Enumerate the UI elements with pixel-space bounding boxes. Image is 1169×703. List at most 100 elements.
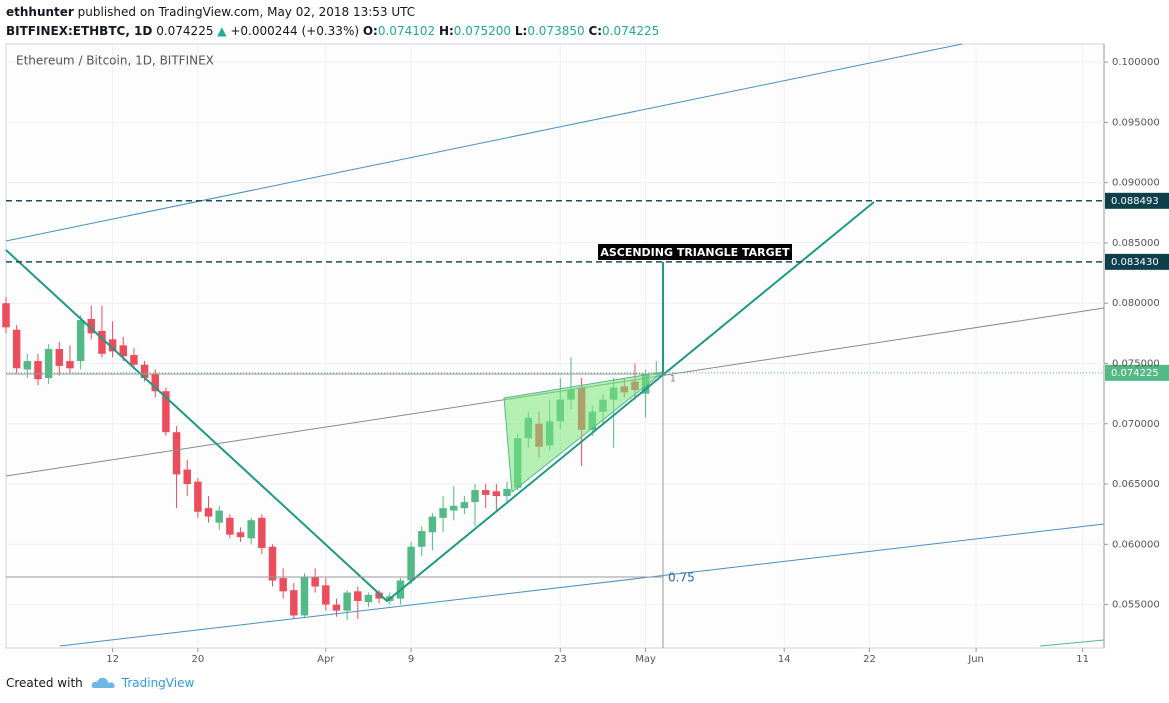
level-box — [1105, 192, 1169, 209]
level-box — [1105, 253, 1169, 270]
y-tick-label: 0.065000 — [1112, 479, 1160, 490]
candle-body — [439, 508, 447, 518]
candle-body — [481, 490, 490, 495]
ohlc-value: 0.074225 — [602, 24, 660, 38]
channel-lower — [59, 523, 1105, 647]
candle-body — [471, 490, 479, 503]
fib-label: 0.75 — [668, 571, 695, 585]
v-trendline — [5, 201, 875, 603]
ohlc-key: L: — [514, 24, 528, 38]
plot-area — [5, 43, 1105, 649]
ohlc-value: 0.074102 — [377, 24, 436, 38]
drawings — [5, 43, 1105, 648]
brand[interactable]: TradingView — [121, 676, 195, 690]
y-tick-label: 0.075000 — [1112, 358, 1160, 369]
x-tick-label: 22 — [863, 654, 876, 665]
x-tick-label: 11 — [1076, 654, 1089, 665]
ohlc-value: 0.073850 — [527, 24, 585, 38]
candle-body — [2, 303, 10, 328]
candle-body — [194, 481, 202, 512]
candle-body — [140, 364, 149, 378]
y-tick-label: 0.060000 — [1112, 539, 1160, 550]
quote-line: BITFINEX:ETHBTC, 1D 0.074225 ▲ +0.000244… — [6, 22, 659, 41]
triangle — [503, 371, 665, 493]
candle-body — [460, 502, 469, 509]
ohlc: O:0.074102 H:0.075200 L:0.073850 C:0.074… — [363, 24, 659, 38]
candle-body — [130, 355, 138, 365]
candle-body — [44, 349, 53, 378]
candle-body — [364, 594, 373, 603]
candle-body — [98, 330, 106, 354]
candle-body — [108, 339, 117, 352]
candle-body — [215, 510, 223, 523]
fib-start-label: 1 — [670, 375, 676, 385]
candle-body — [407, 546, 415, 581]
candle-body — [258, 517, 266, 548]
candle-body — [12, 329, 21, 369]
ohlc-key: H: — [438, 24, 454, 38]
last: 0.074225 — [156, 24, 214, 38]
candle-body — [183, 469, 191, 485]
candle-body — [492, 491, 501, 497]
candle-body — [449, 505, 458, 511]
candle-body — [226, 517, 234, 535]
author[interactable]: ethhunter — [6, 5, 74, 19]
last-price-box — [1105, 364, 1169, 381]
candle-body — [236, 532, 245, 538]
x-tick-label: 20 — [192, 654, 205, 665]
candle-body — [268, 546, 277, 581]
candle-body — [354, 591, 362, 601]
candle-body — [428, 516, 437, 533]
y-tick-label: 0.070000 — [1112, 419, 1160, 430]
arrow: ▲ — [217, 24, 227, 38]
change: +0.000244 (+0.33%) — [230, 24, 360, 38]
candle-body — [87, 318, 96, 334]
candle-body — [279, 578, 287, 592]
footer: Created with TradingView — [6, 676, 194, 690]
level-label: 0.088493 — [1111, 196, 1159, 207]
published: published on TradingView.com, May 02, 20… — [77, 5, 416, 19]
candle-body — [418, 531, 426, 547]
y-tick-label: 0.085000 — [1112, 238, 1160, 249]
candle-body — [300, 576, 309, 616]
y-tick-label: 0.100000 — [1112, 57, 1160, 68]
candle-body — [172, 432, 181, 475]
candle-body — [119, 345, 127, 357]
y-tick-label: 0.080000 — [1112, 298, 1160, 309]
publish-line: ethhunter published on TradingView.com, … — [6, 3, 659, 22]
candle-body — [311, 576, 319, 587]
symbol: BITFINEX:ETHBTC, 1D — [6, 24, 153, 38]
x-tick-label: 9 — [408, 654, 414, 665]
logo — [91, 677, 115, 688]
candle-body — [151, 374, 159, 392]
candle-body — [66, 361, 74, 369]
chart-title: Ethereum / Bitcoin, 1D, BITFINEX — [16, 54, 214, 68]
y-tick-label: 0.095000 — [1112, 117, 1160, 128]
ohlc-value: 0.075200 — [453, 24, 512, 38]
candle-body — [247, 520, 255, 539]
candle-body — [375, 592, 383, 599]
candle-body — [204, 508, 213, 517]
x-tick-label: Jun — [967, 654, 984, 665]
x-tick-label: Apr — [317, 654, 335, 665]
candle-body — [23, 361, 32, 370]
x-tick-label: 23 — [554, 654, 567, 665]
x-tick-label: 14 — [778, 654, 791, 665]
channel-upper — [5, 43, 963, 242]
candle-body — [162, 391, 170, 433]
target-box — [598, 244, 792, 260]
ohlc-key: O: — [362, 24, 378, 38]
candle-body — [55, 349, 64, 366]
last-price-label: 0.074225 — [1111, 368, 1159, 379]
candle-body — [503, 488, 511, 497]
header: ethhunter published on TradingView.com, … — [6, 3, 659, 41]
x-tick-label: May — [635, 654, 656, 665]
target-label: ASCENDING TRIANGLE TARGET — [600, 246, 790, 259]
candle-body — [290, 590, 298, 616]
y-tick-label: 0.090000 — [1112, 178, 1160, 189]
candle-body — [34, 361, 42, 380]
ohlc-key: C: — [588, 24, 603, 38]
y-tick-label: 0.055000 — [1112, 600, 1160, 611]
